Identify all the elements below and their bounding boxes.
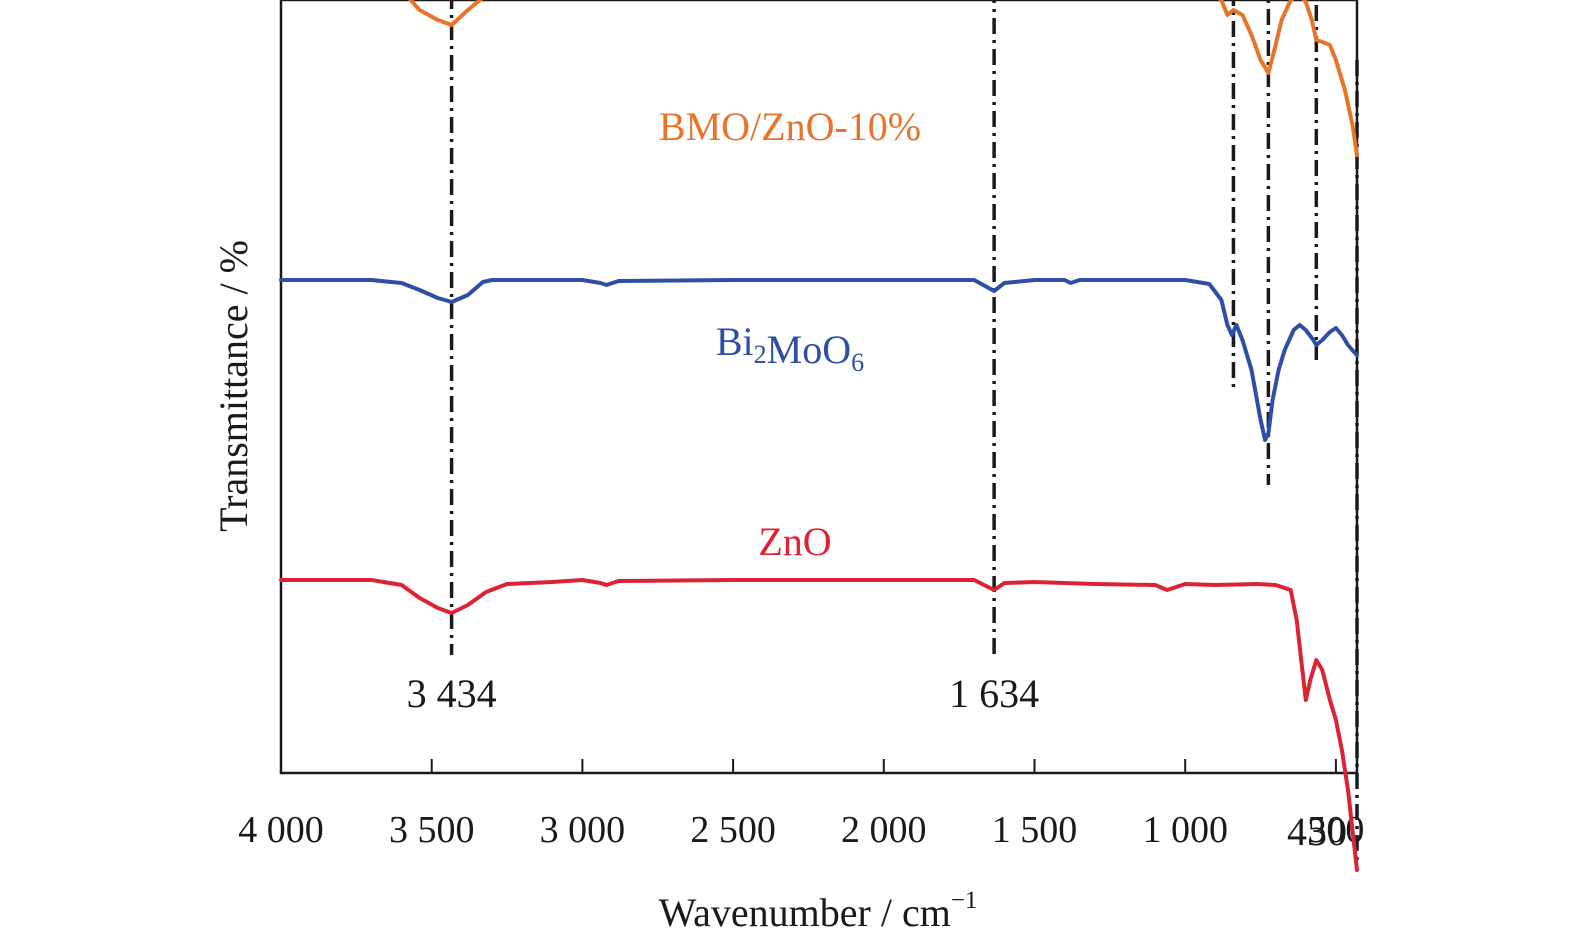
series-label: ZnO xyxy=(758,519,831,564)
peak-label: 430 xyxy=(1287,809,1347,854)
peak-label: 1 634 xyxy=(949,671,1039,716)
x-axis-ticks: 4 000 3 500 3 000 2 500 2 000 1 500 1 000 500 xyxy=(238,759,1364,851)
x-tick-label: 2 000 xyxy=(841,809,927,851)
x-tick-label: 1 000 xyxy=(1142,809,1228,851)
plot-frame xyxy=(279,0,1359,775)
x-tick-label: 4 000 xyxy=(238,809,324,851)
series-line xyxy=(407,0,1359,157)
x-tick-label: 2 500 xyxy=(690,809,776,851)
series-label: BMO/ZnO-10% xyxy=(659,104,921,149)
x-tick-label: 3 500 xyxy=(389,809,475,851)
series-group: BMO/ZnO-10% Bi2MoO6 ZnO xyxy=(279,0,1359,872)
y-axis-title: Transmittance / % xyxy=(211,240,256,532)
x-axis-title-text: Wavenumber / cm xyxy=(659,890,951,935)
series-line xyxy=(279,578,1359,872)
x-axis-title-superscript: −1 xyxy=(951,887,978,914)
x-tick-label: 1 500 xyxy=(992,809,1078,851)
peak-label: 3 434 xyxy=(407,671,497,716)
x-tick-label: 3 000 xyxy=(540,809,626,851)
x-axis-title: Wavenumber / cm−1 xyxy=(659,887,978,935)
series-line xyxy=(279,278,1359,442)
series-label: Bi2MoO6 xyxy=(716,319,864,377)
